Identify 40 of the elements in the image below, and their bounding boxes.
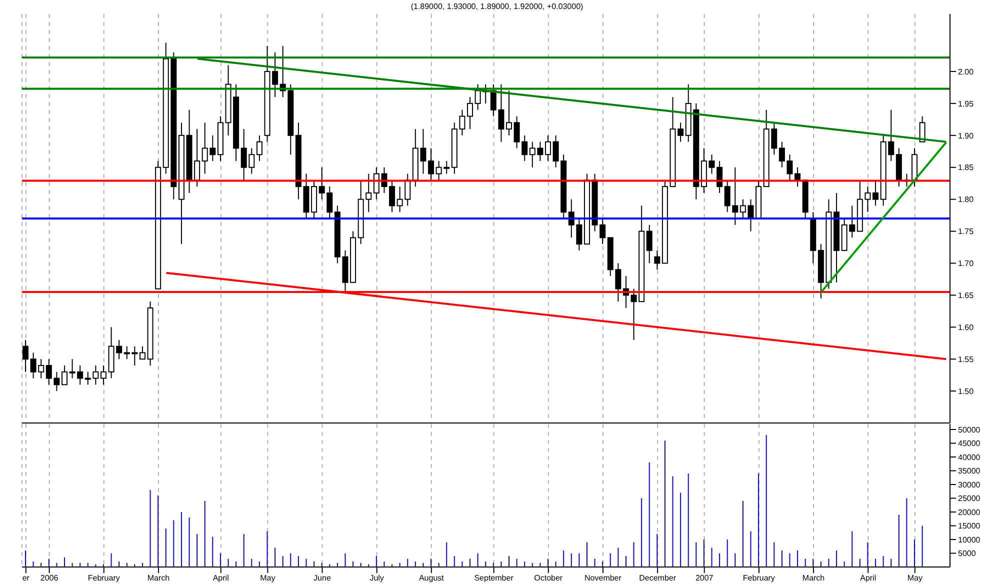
x-tick-label: March	[147, 574, 170, 583]
x-tick-label: September	[474, 574, 514, 583]
x-tick-label: February	[88, 574, 120, 583]
chart-title: (1.89000, 1.93000, 1.89000, 1.92000, +0.03000)	[410, 1, 584, 13]
y-tick-label: 2.00	[958, 67, 974, 76]
y-tick-label: 15000	[958, 522, 981, 531]
y-tick-label: 1.90	[958, 131, 974, 140]
x-tick-label: July	[370, 574, 384, 583]
y-tick-label: 30000	[958, 480, 981, 490]
y-tick-label: 1.85	[958, 163, 974, 172]
y-tick-label: 1.65	[958, 291, 974, 300]
y-tick-label: 20000	[958, 508, 981, 517]
y-tick-label: 10000	[958, 535, 981, 544]
y-tick-label: 45000	[958, 439, 981, 448]
y-tick-label: 1.75	[958, 227, 974, 236]
y-tick-label: 35000	[958, 466, 981, 476]
x-tick-label: November	[584, 574, 622, 583]
y-tick-label: 1.70	[958, 259, 974, 268]
x-tick-label: er	[22, 574, 30, 583]
y-tick-label: 1.95	[958, 99, 974, 108]
y-tick-label: 50000	[958, 425, 981, 434]
y-tick-label: 1.80	[958, 195, 974, 204]
x-tick-label: April	[860, 574, 876, 583]
y-tick-label: 25000	[958, 494, 981, 504]
x-tick-label: March	[802, 574, 825, 583]
x-tick-label: May	[260, 574, 276, 583]
x-tick-label: October	[534, 574, 563, 583]
x-tick-label: June	[314, 574, 332, 583]
x-tick-label: May	[907, 574, 922, 583]
y-tick-label: 5000	[958, 549, 976, 558]
y-tick-label: 1.55	[958, 354, 974, 364]
x-tick-label: February	[742, 574, 775, 583]
x-tick-label: December	[639, 574, 676, 583]
y-tick-label: 1.60	[958, 322, 974, 332]
y-tick-label: 40000	[958, 452, 981, 462]
x-tick-label: August	[418, 574, 445, 583]
x-tick-label: 2006	[40, 574, 59, 583]
x-tick-label: 2007	[695, 574, 714, 583]
x-tick-label: April	[212, 574, 230, 583]
y-tick-label: 1.50	[958, 386, 974, 396]
